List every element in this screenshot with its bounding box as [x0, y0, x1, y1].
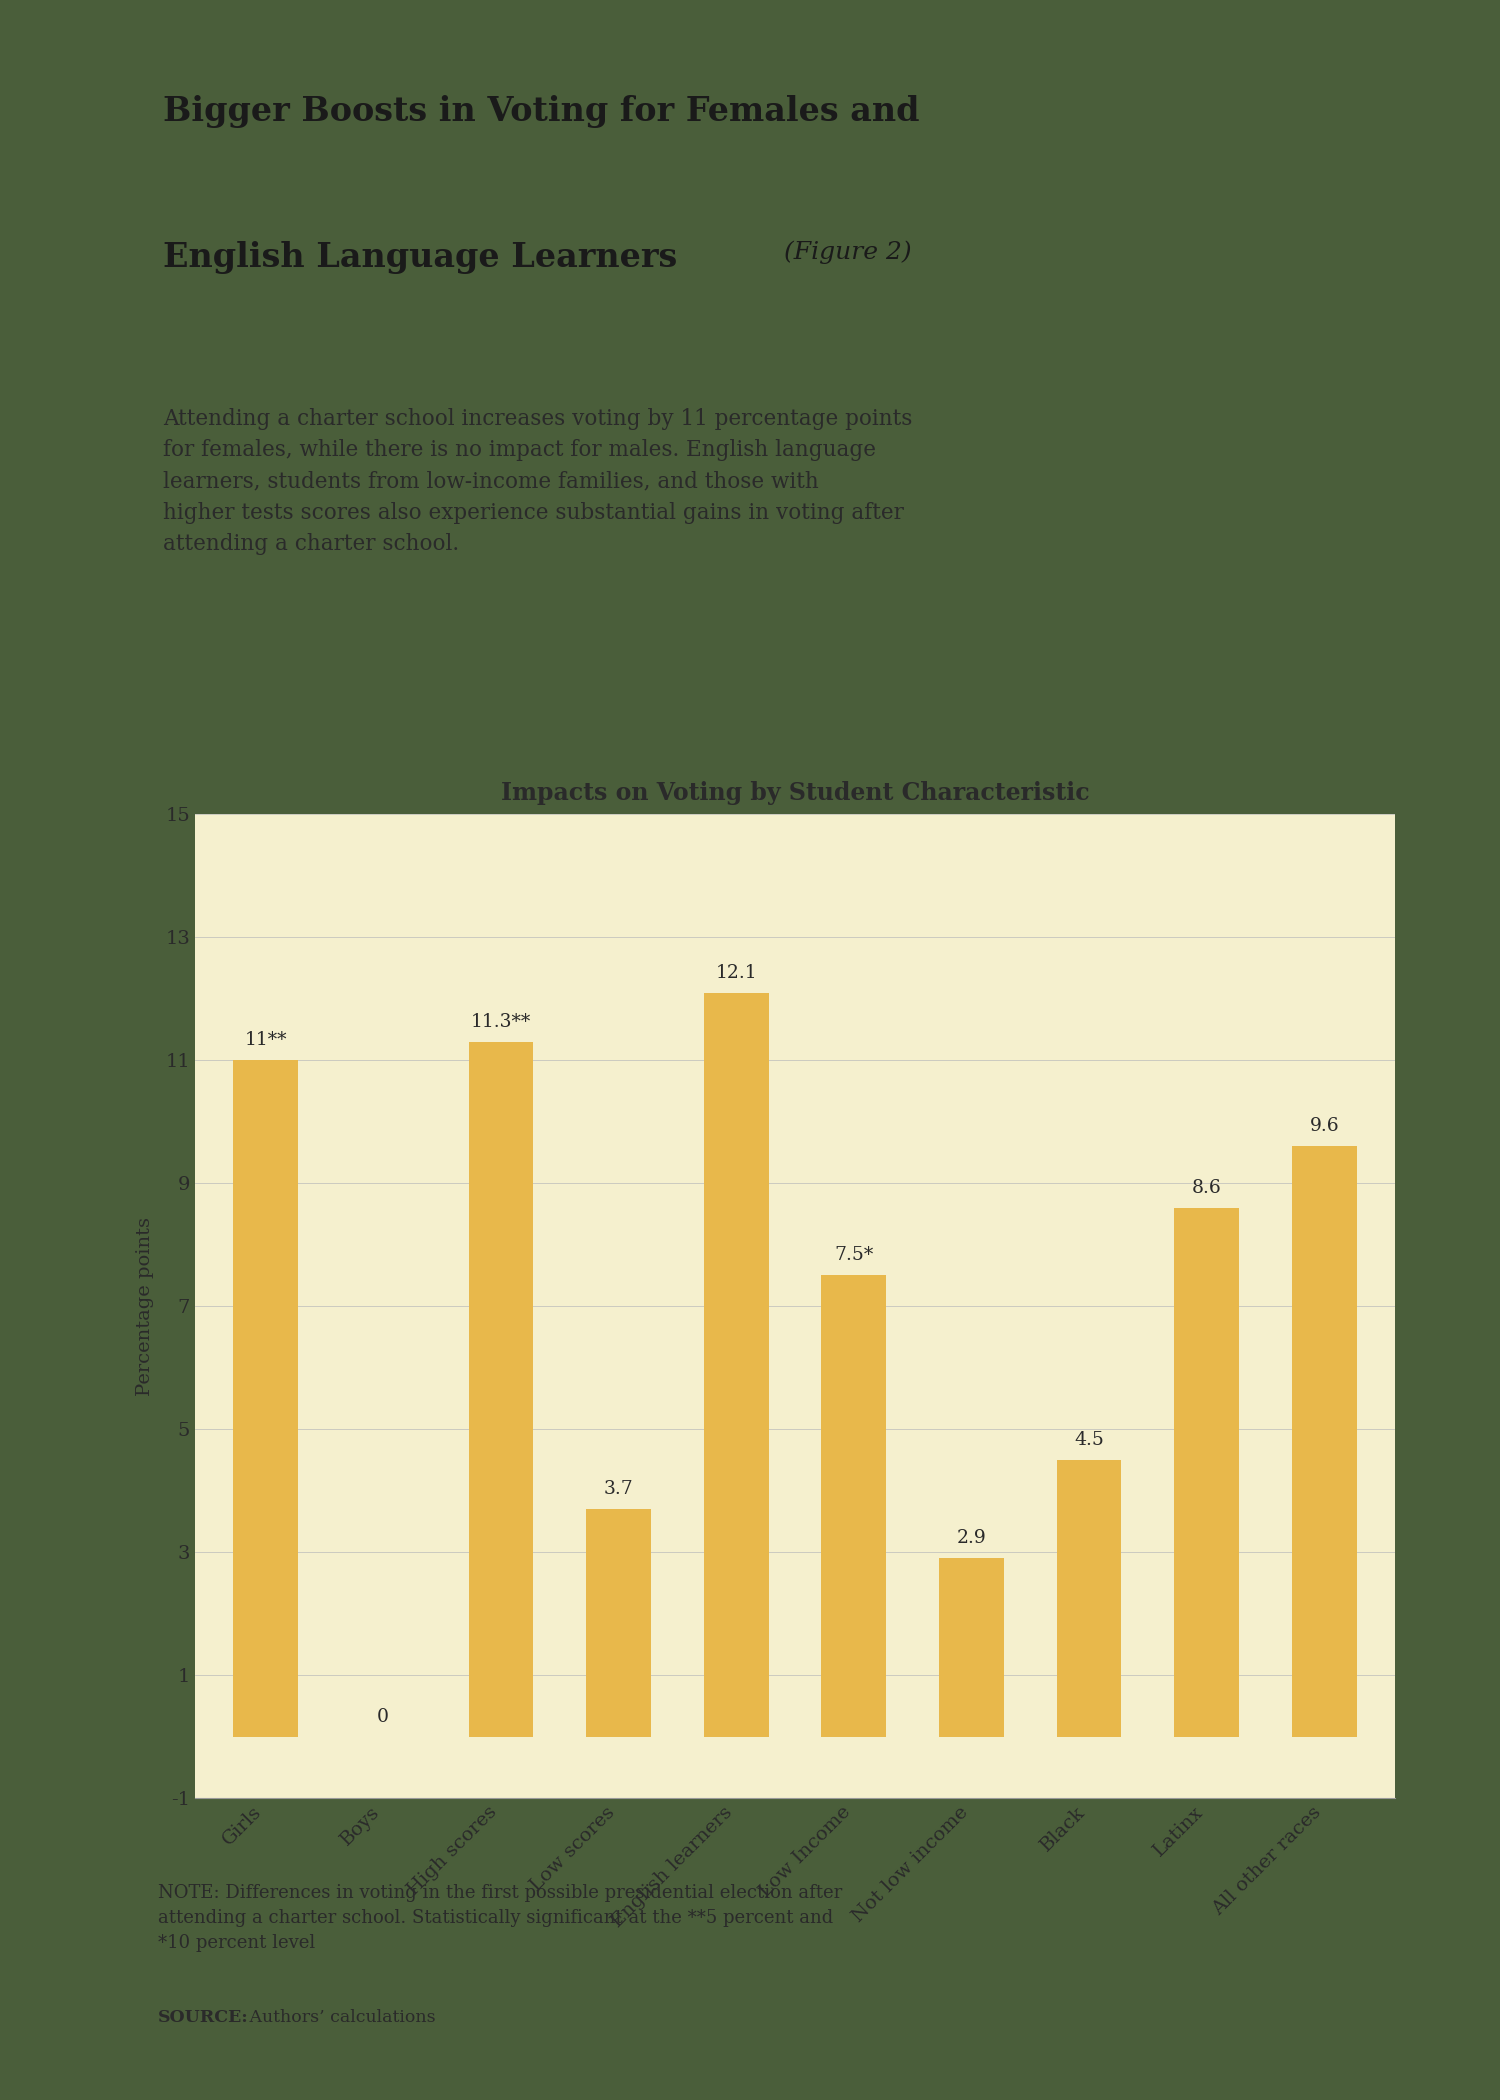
Title: Impacts on Voting by Student Characteristic: Impacts on Voting by Student Characteris… [501, 781, 1089, 806]
Text: Bigger Boosts in Voting for Females and: Bigger Boosts in Voting for Females and [164, 94, 920, 128]
Y-axis label: Percentage points: Percentage points [136, 1216, 154, 1396]
Bar [232, 1060, 298, 1737]
Text: 2.9: 2.9 [957, 1529, 987, 1548]
Bar [468, 1042, 532, 1737]
Text: 12.1: 12.1 [716, 964, 758, 981]
Text: SOURCE:: SOURCE: [158, 2010, 249, 2026]
Bar [1058, 1460, 1122, 1737]
Text: 7.5*: 7.5* [834, 1247, 873, 1264]
Bar [822, 1275, 886, 1737]
Text: 11.3**: 11.3** [471, 1012, 531, 1031]
Text: (Figure 2): (Figure 2) [784, 242, 912, 265]
Polygon shape [1256, 46, 1432, 729]
Text: 3.7: 3.7 [603, 1480, 633, 1497]
Bar [1292, 1147, 1358, 1737]
Text: Authors’ calculations: Authors’ calculations [244, 2010, 436, 2026]
Text: NOTE: Differences in voting in the first possible presidential election after
at: NOTE: Differences in voting in the first… [158, 1884, 842, 1951]
Bar [939, 1558, 1004, 1737]
Bar [704, 993, 768, 1737]
Text: 8.6: 8.6 [1192, 1178, 1221, 1197]
Text: 0: 0 [376, 1707, 388, 1726]
Bar [1174, 1208, 1239, 1737]
Text: 11**: 11** [244, 1031, 286, 1050]
Bar [586, 1510, 651, 1737]
Text: 4.5: 4.5 [1074, 1430, 1104, 1449]
Text: English Language Learners: English Language Learners [164, 242, 688, 273]
Text: 9.6: 9.6 [1310, 1117, 1340, 1136]
Text: Attending a charter school increases voting by 11 percentage points
for females,: Attending a charter school increases vot… [164, 407, 912, 554]
